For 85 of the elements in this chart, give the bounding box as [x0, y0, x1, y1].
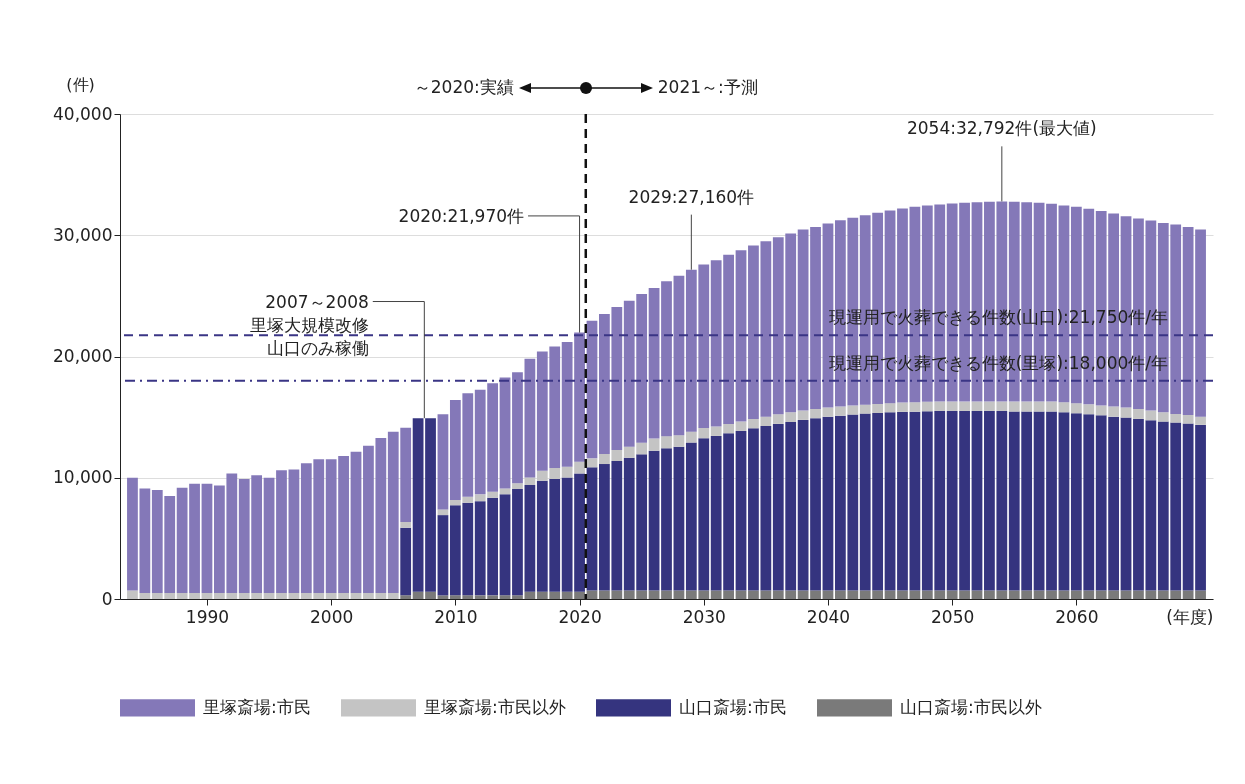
bar	[673, 275, 685, 436]
bar	[661, 448, 672, 591]
bar	[499, 595, 511, 599]
bar	[263, 592, 275, 599]
bar	[263, 477, 275, 593]
bar	[1046, 590, 1057, 599]
bar	[350, 592, 362, 599]
bar	[425, 418, 436, 592]
bar	[1120, 417, 1132, 591]
bar	[661, 590, 672, 599]
annotation: 2007～2008 里塚大規模改修山口のみ稼働	[249, 291, 369, 358]
bar	[909, 411, 921, 591]
bar	[661, 281, 672, 437]
x-tick-label: 2050	[931, 606, 975, 627]
x-tick-label: 2060	[1055, 606, 1099, 627]
bar	[499, 494, 511, 596]
bar	[437, 414, 449, 510]
bar	[288, 469, 300, 593]
x-axis-title: (年度)	[1166, 606, 1214, 627]
bar	[648, 438, 660, 451]
legend-label: 山口斎場:市民以外	[900, 696, 1042, 717]
y-tick-label: 40,000	[53, 103, 113, 124]
y-tick-label: 0	[101, 588, 113, 609]
bar	[673, 435, 685, 447]
legend-label: 里塚斎場:市民以外	[424, 696, 566, 717]
y-axis-title: (件)	[66, 74, 95, 94]
bar	[350, 451, 362, 593]
bar	[201, 592, 213, 599]
bar	[412, 591, 424, 599]
bar	[412, 418, 424, 592]
bar	[1046, 401, 1057, 412]
annotation: 2029:27,160件	[628, 186, 755, 207]
bar	[201, 483, 213, 593]
bar	[437, 509, 449, 516]
y-tick-label: 20,000	[53, 346, 113, 366]
bar	[400, 527, 412, 596]
bar	[1058, 412, 1070, 591]
bar	[499, 377, 511, 489]
bar	[1033, 411, 1045, 591]
text: 2021～:予測	[657, 77, 758, 97]
bar	[661, 436, 672, 449]
x-tick-label: 2040	[806, 606, 851, 627]
bar	[400, 595, 412, 599]
bar	[897, 402, 908, 412]
x-tick-label: 2010	[434, 606, 478, 627]
bar	[276, 470, 287, 593]
x-tick-label: 2030	[682, 606, 726, 627]
bar	[884, 403, 896, 413]
bar	[897, 411, 908, 591]
x-tick-label: 1990	[185, 606, 230, 627]
bar	[971, 410, 983, 591]
bar	[735, 250, 747, 422]
bar	[586, 458, 598, 468]
bar	[735, 430, 747, 591]
bar	[648, 450, 660, 591]
y-tick-label: 30,000	[53, 224, 113, 245]
bar	[1058, 402, 1070, 413]
bar	[276, 592, 287, 599]
legend-label: 里塚斎場:市民	[203, 696, 311, 717]
bar	[586, 467, 598, 591]
bar	[1120, 407, 1132, 418]
bar	[648, 287, 660, 439]
text: ～2020:実績	[413, 77, 514, 97]
bar	[1046, 411, 1057, 591]
bar	[499, 488, 511, 495]
bar	[400, 521, 412, 528]
bar	[822, 416, 834, 591]
bar	[897, 590, 908, 599]
x-tick-label: 2020	[558, 606, 602, 627]
bar	[822, 407, 834, 417]
legend-label: 山口斎場:市民	[679, 696, 787, 717]
y-tick-label: 10,000	[53, 467, 113, 488]
bar	[1033, 401, 1045, 412]
bar	[437, 595, 449, 599]
bar	[425, 591, 436, 599]
bar	[586, 320, 598, 459]
bar	[437, 515, 449, 596]
annotation: 2054:32,792件(最大値)	[906, 118, 1097, 139]
annotation: 2020:21,970件	[398, 205, 525, 226]
x-tick-label: 2000	[310, 606, 354, 627]
bar	[884, 412, 896, 591]
bar	[387, 592, 399, 599]
bar	[288, 592, 300, 599]
bar	[673, 446, 685, 591]
bar	[909, 402, 921, 412]
